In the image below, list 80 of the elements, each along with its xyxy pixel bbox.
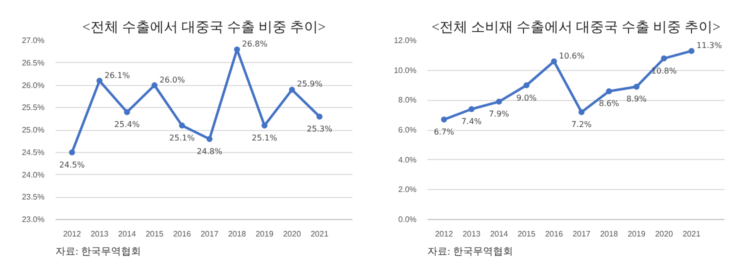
y-tick-label: 26.5% bbox=[22, 58, 45, 68]
x-tick-label: 2014 bbox=[490, 230, 508, 238]
y-tick-label: 24.0% bbox=[22, 170, 45, 180]
y-tick-label: 12.0% bbox=[394, 36, 417, 45]
point bbox=[124, 109, 130, 116]
data-label: 25.9% bbox=[297, 80, 323, 89]
point bbox=[606, 88, 612, 94]
point bbox=[524, 82, 530, 88]
x-tick-label: 2020 bbox=[655, 230, 674, 238]
y-tick-label: 6.0% bbox=[398, 126, 416, 134]
data-label: 10.8% bbox=[651, 66, 678, 76]
point bbox=[468, 106, 474, 112]
y-tick-label: 25.5% bbox=[22, 103, 45, 112]
x-tick-label: 2016 bbox=[173, 230, 192, 238]
y-tick-label: 23.5% bbox=[22, 192, 45, 202]
data-label: 10.6% bbox=[559, 51, 585, 60]
point bbox=[551, 58, 557, 64]
x-tick-label: 2016 bbox=[545, 230, 564, 238]
y-tick-label: 26.0% bbox=[22, 80, 45, 90]
data-label: 7.2% bbox=[571, 120, 592, 130]
y-tick-label: 2.0% bbox=[398, 185, 416, 194]
y-tick-label: 25.0% bbox=[22, 126, 45, 134]
x-tick-label: 2017 bbox=[572, 230, 591, 238]
data-label: 24.5% bbox=[59, 160, 86, 170]
x-tick-label: 2017 bbox=[200, 230, 219, 238]
data-label: 25.4% bbox=[114, 120, 140, 130]
point bbox=[316, 114, 322, 120]
point bbox=[688, 48, 694, 54]
point bbox=[661, 55, 667, 62]
point bbox=[441, 116, 447, 123]
point bbox=[234, 46, 240, 52]
y-tick-label: 0.0% bbox=[398, 215, 416, 224]
data-label: 24.8% bbox=[196, 146, 223, 156]
data-label: 25.3% bbox=[306, 124, 333, 134]
data-label: 7.4% bbox=[461, 117, 482, 126]
y-tick-label: 24.5% bbox=[22, 148, 45, 157]
text: 자료: 한국무역협회 bbox=[56, 246, 141, 258]
data-label: 6.7% bbox=[434, 128, 455, 137]
data-label: 26.1% bbox=[104, 70, 130, 80]
y-tick-label: 27.0% bbox=[22, 36, 45, 45]
y-tick-label: 4.0% bbox=[398, 155, 416, 164]
chart-title: <전체 수출에서 대중국 수출 비중 추이> bbox=[82, 20, 326, 36]
x-tick-label: 2021 bbox=[682, 230, 701, 238]
point bbox=[206, 136, 212, 142]
point bbox=[496, 98, 502, 105]
data-label: 25.1% bbox=[252, 134, 278, 143]
point bbox=[152, 82, 158, 88]
x-tick-label: 2015 bbox=[518, 230, 536, 238]
y-tick-label: 23.0% bbox=[22, 215, 45, 224]
x-tick-label: 2020 bbox=[283, 230, 302, 238]
data-label: 11.3% bbox=[696, 40, 722, 50]
x-tick-label: 2013 bbox=[90, 230, 109, 238]
data-label: 9.0% bbox=[516, 93, 538, 102]
x-tick-label: 2018 bbox=[228, 230, 246, 238]
point bbox=[578, 109, 584, 116]
data-label: 26.8% bbox=[242, 39, 268, 48]
chart-title: <전체 소비재 수출에서 대중국 수출 비중 추이> bbox=[432, 20, 720, 36]
data-label: 7.9% bbox=[488, 110, 510, 119]
data-label: 8.6% bbox=[598, 99, 620, 108]
x-tick-label: 2013 bbox=[462, 230, 481, 238]
data-label: 8.9% bbox=[626, 94, 648, 104]
y-tick-label: 10.0% bbox=[394, 66, 417, 75]
x-tick-label: 2014 bbox=[118, 230, 136, 238]
x-tick-label: 2012 bbox=[63, 230, 82, 238]
y-tick-label: 8.0% bbox=[398, 96, 416, 105]
text: 자료: 한국무역협회 bbox=[428, 246, 513, 258]
data-label: 25.1% bbox=[169, 134, 196, 143]
data-label: 26.0% bbox=[160, 75, 186, 84]
x-tick-label: 2015 bbox=[146, 230, 164, 238]
point bbox=[179, 122, 185, 129]
x-tick-label: 2019 bbox=[256, 230, 274, 238]
x-tick-label: 2021 bbox=[310, 230, 329, 238]
point bbox=[289, 86, 295, 93]
point bbox=[96, 78, 102, 84]
point bbox=[634, 84, 640, 90]
point bbox=[262, 122, 268, 129]
x-tick-label: 2012 bbox=[435, 230, 454, 238]
x-tick-label: 2019 bbox=[628, 230, 646, 238]
point bbox=[69, 149, 75, 156]
x-tick-label: 2018 bbox=[600, 230, 618, 238]
